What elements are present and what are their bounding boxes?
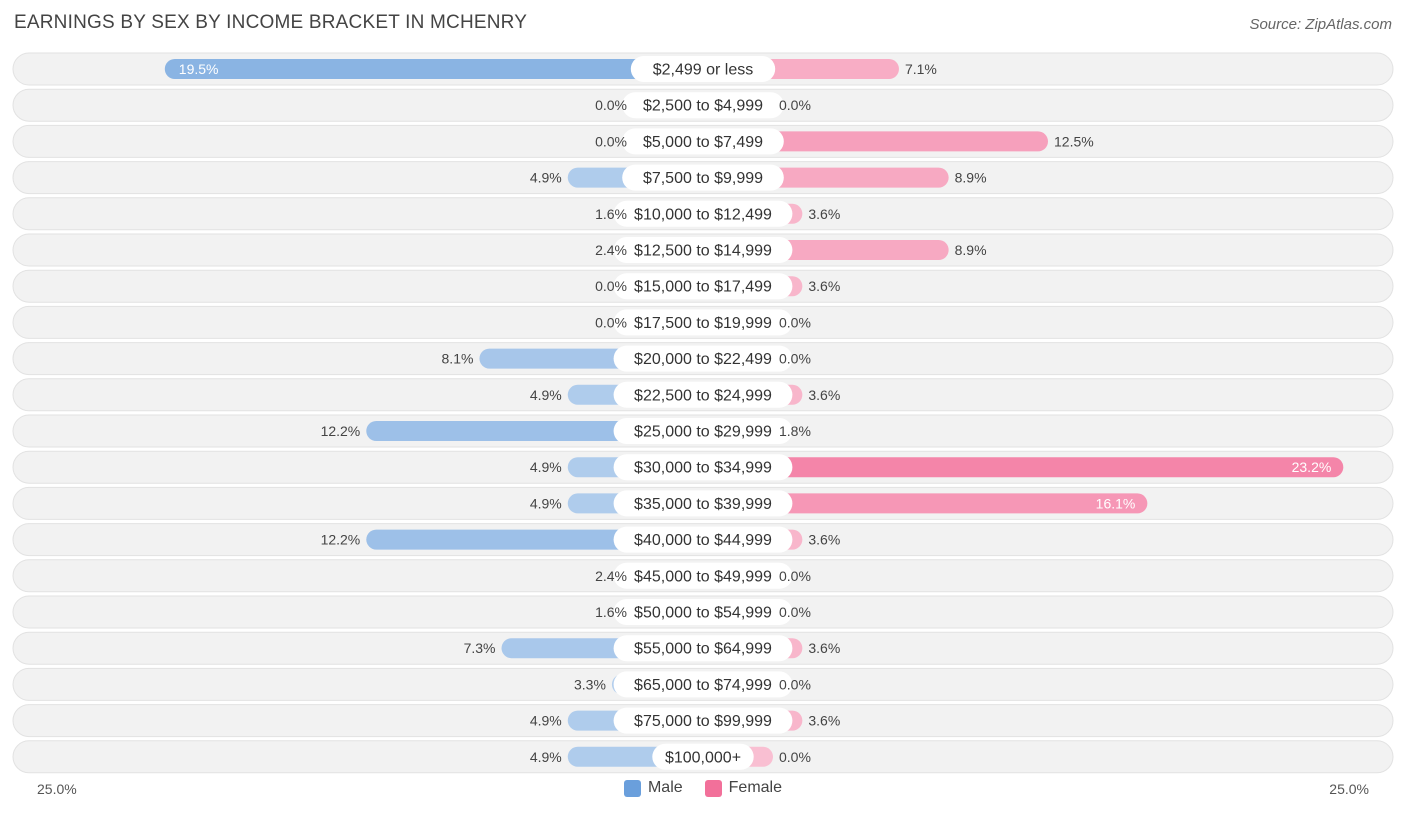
value-label-male: 1.6% — [595, 604, 627, 620]
value-label-female: 3.6% — [808, 278, 840, 294]
value-label-male: 4.9% — [530, 387, 562, 403]
category-label: $2,499 or less — [653, 62, 754, 79]
value-label-female: 8.9% — [955, 242, 987, 258]
category-label-bg — [613, 526, 793, 553]
category-label: $17,500 to $19,999 — [634, 315, 772, 332]
category-label-bg — [613, 599, 793, 625]
category-label-bg — [613, 707, 793, 734]
category-label-bg — [613, 237, 793, 263]
category-label: $7,500 to $9,999 — [643, 170, 763, 187]
value-label-male: 1.6% — [595, 206, 627, 222]
category-label-bg — [622, 92, 784, 119]
value-label-male: 2.4% — [595, 242, 627, 258]
legend-item-male: Male — [623, 779, 683, 797]
value-label-male: 2.4% — [595, 568, 627, 584]
value-label-female: 8.9% — [955, 170, 987, 186]
value-label-female: 0.0% — [779, 97, 811, 113]
value-label-male: 0.0% — [595, 133, 627, 149]
value-label-female: 3.6% — [808, 387, 840, 403]
value-label-male: 4.9% — [530, 713, 562, 729]
value-label-male: 7.3% — [464, 640, 496, 656]
value-label-female: 3.6% — [808, 713, 840, 729]
category-label-bg — [613, 635, 793, 662]
value-label-male: 4.9% — [530, 459, 562, 475]
category-label-bg — [613, 273, 793, 300]
chart-title: EARNINGS BY SEX BY INCOME BRACKET IN MCH… — [14, 12, 528, 33]
category-label: $5,000 to $7,499 — [643, 134, 763, 151]
legend-item-female: Female — [704, 779, 783, 797]
category-label: $2,500 to $4,999 — [643, 98, 763, 115]
category-label-bg — [622, 128, 784, 155]
value-label-female: 23.2% — [1292, 459, 1332, 475]
category-label: $45,000 to $49,999 — [634, 568, 772, 585]
value-label-female: 3.6% — [808, 640, 840, 656]
category-label: $50,000 to $54,999 — [634, 605, 772, 622]
value-label-female: 0.0% — [779, 351, 811, 367]
value-label-female: 0.0% — [779, 676, 811, 692]
bar-male — [164, 59, 704, 79]
value-label-female: 0.0% — [779, 568, 811, 584]
value-label-female: 12.5% — [1054, 133, 1094, 149]
axis-label-right: 25.0% — [1329, 781, 1369, 797]
category-label-bg — [613, 345, 793, 372]
category-label-bg — [613, 490, 793, 517]
value-label-female: 0.0% — [779, 314, 811, 330]
value-label-male: 0.0% — [595, 97, 627, 113]
category-label: $65,000 to $74,999 — [634, 677, 772, 694]
category-label: $12,500 to $14,999 — [634, 243, 772, 260]
value-label-male: 0.0% — [595, 314, 627, 330]
category-label: $20,000 to $22,499 — [634, 351, 772, 368]
value-label-female: 1.8% — [779, 423, 811, 439]
legend-label-female: Female — [728, 779, 783, 796]
chart-source: Source: ZipAtlas.com — [1249, 16, 1392, 33]
category-label: $25,000 to $29,999 — [634, 424, 772, 441]
value-label-female: 3.6% — [808, 532, 840, 548]
category-label-bg — [622, 164, 784, 191]
value-label-female: 0.0% — [779, 604, 811, 620]
category-label: $35,000 to $39,999 — [634, 496, 772, 513]
category-label: $22,500 to $24,999 — [634, 387, 772, 404]
category-label-bg — [613, 454, 793, 481]
value-label-male: 4.9% — [530, 749, 562, 765]
category-label-bg — [630, 56, 776, 82]
value-label-male: 19.5% — [179, 61, 219, 77]
category-label: $30,000 to $34,999 — [634, 460, 772, 477]
category-label: $55,000 to $64,999 — [634, 641, 772, 658]
value-label-male: 12.2% — [321, 423, 361, 439]
category-label: $15,000 to $17,499 — [634, 279, 772, 296]
value-label-male: 3.3% — [574, 676, 606, 692]
category-label: $75,000 to $99,999 — [634, 713, 772, 730]
axis-label-left: 25.0% — [37, 781, 77, 797]
legend-label-male: Male — [647, 779, 683, 796]
value-label-male: 4.9% — [530, 495, 562, 511]
value-label-female: 3.6% — [808, 206, 840, 222]
value-label-female: 16.1% — [1096, 495, 1136, 511]
value-label-male: 4.9% — [530, 170, 562, 186]
value-label-male: 12.2% — [321, 532, 361, 548]
legend-swatch-male — [623, 779, 641, 797]
category-label-bg — [613, 418, 793, 444]
legend-swatch-female — [704, 779, 722, 797]
value-label-male: 8.1% — [442, 351, 474, 367]
category-label-bg — [613, 381, 793, 408]
category-label: $10,000 to $12,499 — [634, 206, 772, 223]
legend: Male Female — [0, 779, 1406, 797]
category-label-bg — [652, 743, 754, 770]
category-label-bg — [613, 200, 793, 227]
category-label: $40,000 to $44,999 — [634, 532, 772, 549]
bar-female — [703, 131, 1048, 152]
bar-female — [703, 457, 1344, 478]
category-label-bg — [613, 671, 793, 698]
value-label-female: 7.1% — [905, 61, 937, 77]
category-label-bg — [613, 309, 793, 336]
category-label: $100,000+ — [665, 749, 741, 766]
value-label-male: 0.0% — [595, 278, 627, 294]
category-label-bg — [613, 562, 793, 589]
bar-female — [703, 493, 1148, 514]
value-label-female: 0.0% — [779, 749, 811, 765]
